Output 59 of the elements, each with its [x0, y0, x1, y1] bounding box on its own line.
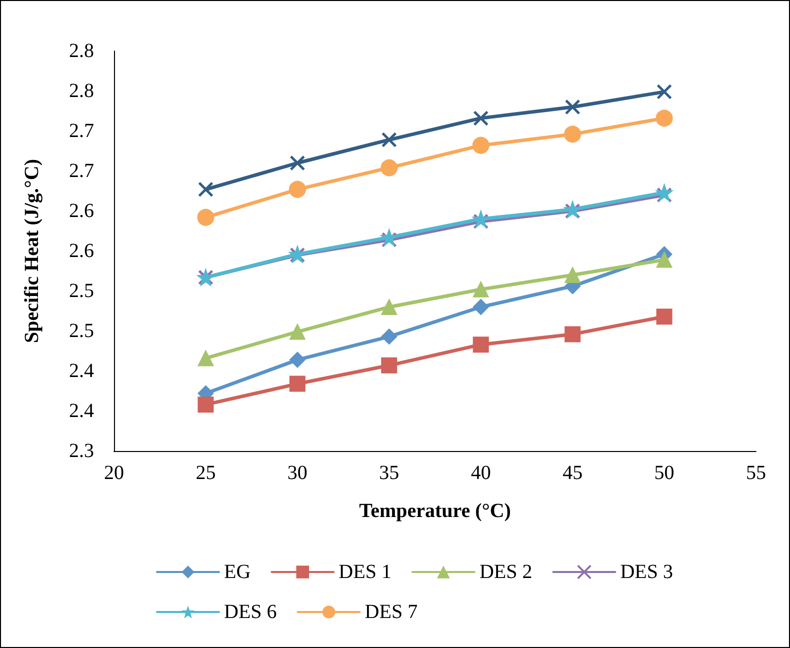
point — [564, 326, 581, 342]
y-tick-label: 2.7 — [69, 120, 94, 142]
point — [656, 110, 673, 127]
point — [472, 210, 490, 228]
point — [473, 214, 489, 230]
y-tick-label: 2.6 — [69, 240, 94, 262]
point — [198, 396, 214, 413]
point — [564, 267, 581, 283]
legend-label: DES 7 — [364, 601, 418, 623]
point — [380, 159, 398, 176]
point — [289, 352, 306, 368]
y-tick-label: 2.5 — [69, 320, 94, 342]
legend-label: DES 3 — [620, 561, 674, 583]
y-tick-label: 2.5 — [69, 280, 94, 302]
x-tick-label: 35 — [379, 462, 400, 484]
y-tick-label: 2.3 — [69, 440, 94, 462]
y-tick-label: 2.6 — [69, 200, 94, 222]
legend-label: DES 1 — [338, 561, 392, 583]
y-axis-title: Specific Heat (J/g.°C) — [21, 158, 43, 344]
point — [472, 299, 489, 315]
point — [656, 308, 672, 325]
point — [197, 208, 214, 226]
y-tick-label: 2.4 — [69, 400, 94, 422]
x-tick-label: 30 — [287, 462, 308, 484]
point — [472, 281, 489, 298]
point — [198, 182, 214, 198]
point — [381, 357, 398, 374]
point — [656, 84, 672, 100]
x-tick-label: 20 — [104, 462, 124, 484]
point — [381, 132, 397, 148]
point — [381, 328, 398, 345]
point — [288, 180, 306, 198]
x-tick-label: 50 — [654, 462, 674, 484]
legend-label: DES 2 — [479, 561, 532, 583]
x-axis-title: Temperature (°C) — [359, 500, 511, 522]
point — [381, 232, 397, 248]
point — [564, 99, 580, 115]
point — [656, 187, 672, 203]
point — [656, 252, 672, 268]
point — [564, 126, 582, 143]
point — [656, 184, 673, 202]
point — [473, 110, 489, 126]
y-tick-label: 2.8 — [69, 80, 94, 102]
y-tick-label: 2.7 — [69, 160, 94, 182]
point — [472, 136, 490, 154]
y-tick-label: 2.8 — [69, 40, 94, 62]
x-tick-label: 55 — [746, 462, 766, 484]
point — [289, 324, 306, 340]
x-tick-label: 45 — [562, 462, 583, 484]
x-tick-label: 40 — [470, 462, 491, 484]
point — [381, 299, 398, 315]
point — [289, 376, 306, 392]
point — [198, 350, 214, 366]
legend-label: EG — [224, 561, 251, 583]
y-tick-label: 2.4 — [69, 360, 94, 382]
point — [472, 336, 489, 353]
legend-label: DES 6 — [224, 601, 277, 623]
point — [290, 155, 306, 171]
x-tick-label: 25 — [196, 462, 216, 484]
